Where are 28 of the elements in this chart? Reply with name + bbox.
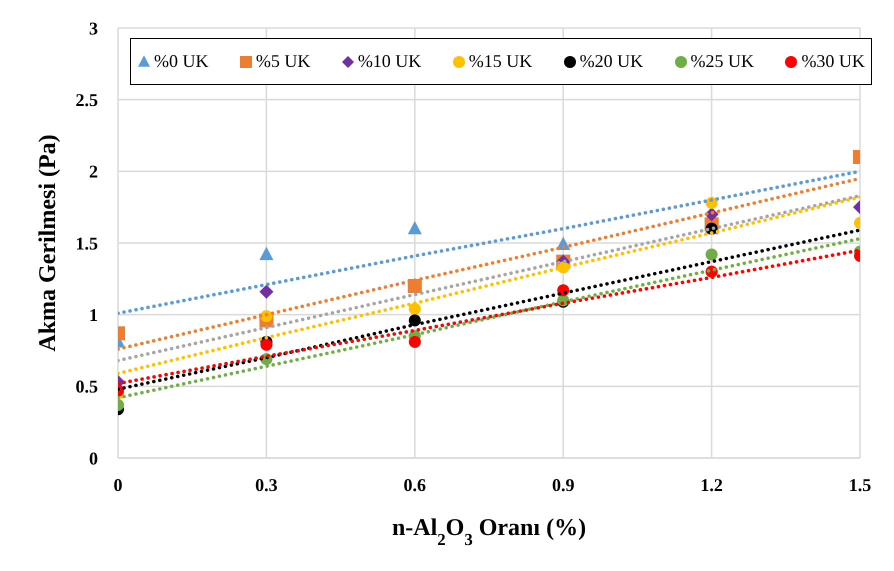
y-tick-label: 2.5 — [76, 90, 98, 110]
y-tick-label: 1 — [89, 305, 98, 326]
point — [408, 314, 421, 326]
y-tick-label: 2 — [89, 162, 98, 182]
legend-label: %5 UK — [256, 51, 310, 72]
legend-label: %10 UK — [358, 51, 422, 72]
point — [408, 220, 422, 234]
y-axis-title: Akma Gerilmesi (Pa) — [35, 134, 61, 352]
x-tick-label: 0.3 — [255, 474, 278, 495]
legend-label: %15 UK — [468, 51, 532, 72]
legend-label: %20 UK — [580, 51, 644, 72]
x-axis-title: n-Al$_{2}$O$_{3}$ Oranı (%) — [392, 515, 586, 548]
legend-label: %30 UK — [801, 51, 865, 72]
x-tick-label: 1.5 — [848, 474, 872, 495]
point — [408, 302, 421, 315]
y-tick-label: 3 — [89, 18, 98, 38]
x-tick-label: 0.9 — [552, 474, 574, 495]
y-tick-label: 0.5 — [76, 376, 98, 397]
line-series — [118, 176, 860, 351]
legend-label: %25 UK — [690, 51, 754, 72]
y-tick-label: 1.5 — [76, 233, 98, 254]
x-tick-label: 0.6 — [404, 474, 426, 495]
x-tick-label: 0 — [114, 474, 122, 495]
line-series — [118, 170, 860, 315]
y-tick-label: 0 — [89, 448, 98, 468]
legend-label: %0 UK — [154, 51, 208, 72]
point — [408, 336, 421, 348]
x-tick-label: 1.2 — [700, 474, 723, 495]
